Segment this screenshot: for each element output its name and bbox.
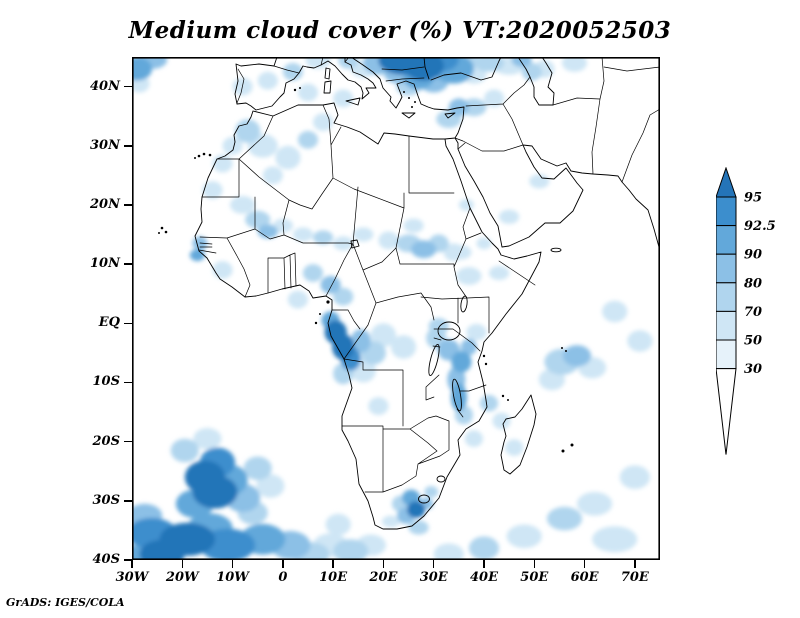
lon-tick-label: 20W — [165, 570, 199, 585]
crete-outline — [401, 112, 416, 119]
lon-tick-mark — [634, 560, 636, 568]
colorbar-label: 30 — [744, 362, 762, 377]
iberia-coastline — [234, 57, 278, 105]
socotra-outline — [550, 247, 562, 253]
coastline-layer — [194, 57, 660, 530]
lat-tick-label: 30S — [92, 492, 120, 508]
lon-tick-mark — [181, 560, 184, 568]
country-border-layer — [198, 57, 660, 493]
lat-tick-mark — [124, 263, 132, 265]
lon-tick-label: 10E — [319, 570, 348, 585]
corsica-outline — [324, 67, 331, 80]
colorbar-label: 90 — [744, 248, 762, 263]
lat-tick-mark — [124, 85, 132, 88]
colorbar-segment — [715, 282, 737, 312]
arabia-coastline — [457, 144, 584, 248]
sicily-outline — [345, 97, 361, 106]
cyprus-outline — [444, 112, 456, 119]
madagascar-coastline — [500, 394, 537, 475]
map-plot-area — [132, 57, 660, 560]
lon-tick-mark — [231, 560, 234, 568]
africa-coastline — [194, 102, 542, 530]
lon-tick-mark — [583, 560, 586, 568]
lon-tick-mark — [282, 560, 284, 568]
colorbar-segment — [715, 196, 737, 227]
colorbar-legend: 95 92.5 90 80 70 50 30 — [715, 166, 791, 467]
colorbar-segment — [715, 166, 737, 198]
southern-europe-coastline — [236, 57, 377, 111]
middle-east-europe-borders — [236, 57, 660, 183]
grads-credit: GrADS: IGES/COLA — [6, 596, 125, 609]
lat-tick-mark — [124, 500, 132, 502]
lat-tick-mark — [124, 440, 132, 443]
lon-tick-mark — [382, 560, 385, 568]
lat-tick-label: EQ — [98, 315, 120, 331]
colorbar-label: 70 — [744, 305, 762, 320]
southern-africa-borders — [341, 358, 464, 493]
black-sea-coastline — [423, 57, 502, 81]
lat-tick-label: 40N — [90, 78, 120, 94]
lon-tick-label: 20E — [369, 570, 398, 585]
map-frame-border — [132, 57, 660, 560]
colorbar-segment — [715, 253, 737, 284]
lat-tick-mark — [124, 145, 132, 147]
cloud-shading-layer — [132, 57, 653, 560]
sardinia-outline — [323, 80, 332, 94]
lon-tick-label: 30E — [419, 570, 448, 585]
colorbar-segment — [715, 310, 737, 341]
iran-india-coastline — [522, 144, 660, 248]
lon-tick-label: 70E — [620, 570, 649, 585]
lat-tick-label: 20S — [92, 433, 120, 449]
north-west-africa-borders — [198, 104, 455, 298]
lake-malawi — [452, 378, 462, 412]
lesotho-border — [418, 494, 430, 504]
lat-tick-label: 40S — [92, 552, 120, 567]
swaziland-border — [436, 475, 446, 483]
colorbar-label: 50 — [744, 334, 762, 349]
colorbar-svg: 95 92.5 90 80 70 50 30 — [715, 166, 776, 455]
colorbar-label: 80 — [744, 276, 762, 291]
central-east-africa-borders — [325, 207, 536, 401]
levant-aqaba-coastline — [454, 137, 459, 150]
lon-tick-label: 0 — [278, 570, 288, 585]
lat-tick-mark — [124, 204, 132, 206]
small-islands-layer — [158, 87, 574, 453]
colorbar-label: 95 — [744, 191, 762, 206]
colorbar-segment — [715, 225, 737, 255]
lat-tick-mark — [124, 322, 132, 325]
lon-tick-label: 30W — [115, 570, 149, 585]
lon-tick-mark — [533, 560, 536, 568]
colorbar-label: 92.5 — [744, 219, 776, 234]
lat-tick-label: 30N — [90, 137, 120, 153]
lon-tick-label: 10W — [216, 570, 249, 585]
lake-tanganyika — [428, 344, 440, 376]
lon-tick-mark — [432, 560, 435, 568]
lat-tick-label: 10N — [90, 256, 120, 272]
colorbar-segment — [715, 368, 737, 455]
lon-tick-label: 40E — [470, 570, 498, 585]
balkan-levant-coastline — [350, 57, 465, 140]
plot-title: Medium cloud cover (%) VT:2020052503 — [128, 17, 672, 44]
lake-turkana — [460, 295, 468, 313]
lake-victoria — [437, 321, 461, 341]
caspian-sea-coastline — [517, 57, 555, 106]
lon-tick-label: 60E — [570, 570, 599, 585]
lat-tick-mark — [124, 381, 132, 384]
africa-map-svg — [132, 57, 660, 560]
lon-tick-mark — [332, 560, 334, 568]
lat-tick-label: 20N — [90, 196, 120, 212]
lat-tick-label: 10S — [92, 374, 120, 390]
colorbar-segment — [715, 339, 737, 370]
lat-tick-mark — [124, 559, 132, 561]
lon-tick-mark — [483, 560, 485, 568]
lon-tick-mark — [131, 560, 133, 568]
lon-tick-label: 50E — [520, 570, 549, 585]
